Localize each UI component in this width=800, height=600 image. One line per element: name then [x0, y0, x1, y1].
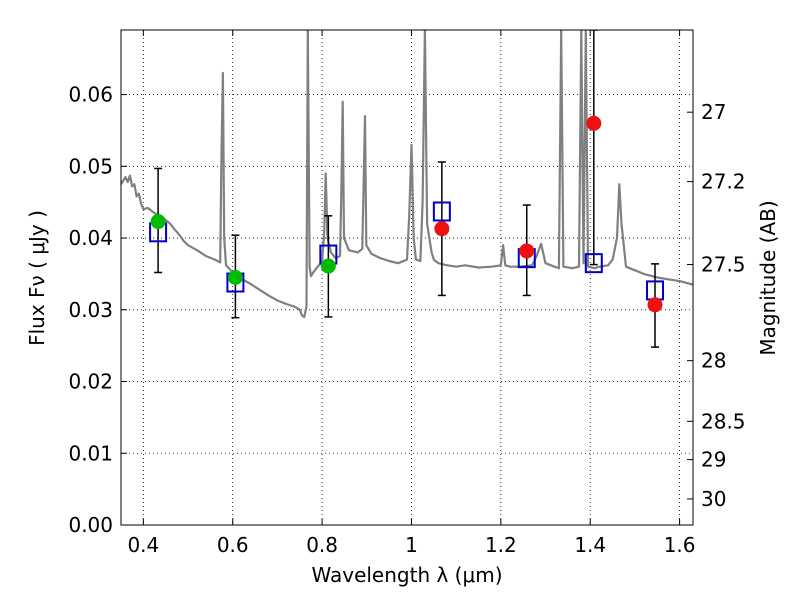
measured-point-green	[227, 270, 243, 285]
right-tick-label: 28	[701, 349, 726, 373]
right-tick-label: 27.5	[701, 253, 746, 277]
x-tick-label: 0.4	[127, 533, 159, 557]
x-tick-label: 0.8	[306, 533, 338, 557]
right-tick-label: 29	[701, 448, 726, 472]
plot-frame	[120, 29, 694, 526]
x-tick-label: 0.6	[217, 533, 249, 557]
right-tick-label: 30	[701, 487, 726, 511]
y-tick-label: 0.01	[68, 441, 113, 465]
measured-point-red	[647, 297, 663, 313]
model-band-square	[432, 201, 451, 222]
right-tick-label: 27.2	[701, 170, 746, 194]
x-tick-label: 1	[405, 533, 418, 557]
right-tick-label: 28.5	[701, 409, 746, 433]
y-tick-label: 0.02	[68, 370, 113, 394]
measured-point-green	[150, 214, 166, 230]
axes: 0.4 0.6 0.8 1 1.2 1.4 1.6 0.00 0.01 0.02 0.03 0.04 0…	[68, 30, 746, 557]
y-axis-label-left: Flux Fν ( μJy )	[25, 210, 49, 346]
y-axis-label-right: Magnitude (AB)	[756, 200, 780, 355]
right-tick-label: 27	[701, 100, 726, 124]
model-spectrum-line	[121, 30, 693, 319]
y-tick-label: 0.06	[68, 83, 113, 107]
y-tick-label: 0.04	[68, 226, 113, 250]
y-tick-label: 0.05	[68, 154, 113, 178]
measured-point-red	[434, 221, 450, 237]
plot-content	[121, 30, 693, 348]
x-tick-label: 1.6	[664, 533, 696, 557]
y-tick-label: 0.00	[68, 513, 113, 537]
model-band-square	[584, 253, 603, 274]
measured-point-red	[519, 243, 535, 259]
measured-point-green	[320, 258, 336, 274]
grid-lines	[121, 30, 693, 525]
x-tick-label: 1.4	[574, 533, 606, 557]
y-tick-label: 0.03	[68, 298, 113, 322]
x-tick-label: 1.2	[485, 533, 517, 557]
measured-point-red	[586, 115, 602, 131]
x-axis-label: Wavelength λ (μm)	[311, 563, 502, 587]
